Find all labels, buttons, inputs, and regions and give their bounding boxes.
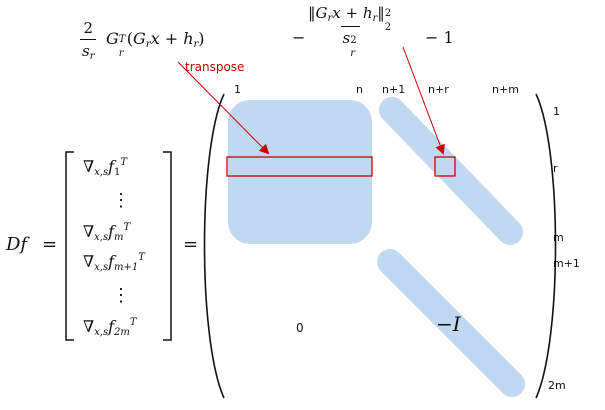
highlighted-row-r: [226, 156, 373, 177]
f-symbol: f: [108, 222, 115, 241]
right-formula-minus: −: [292, 28, 306, 47]
norm-sup: 2: [384, 8, 392, 19]
norm-den-base: s: [342, 29, 351, 47]
coef-den-sub: r: [89, 50, 95, 62]
right-formula-tail: − 1: [425, 28, 454, 47]
norm-den-sub: r: [350, 48, 356, 59]
vector-left-bracket: [65, 151, 74, 341]
coef-numerator: 2: [83, 19, 94, 37]
formula-G2: G: [133, 29, 146, 48]
vector-right-bracket: [163, 151, 172, 341]
equals-sign-left: =: [42, 234, 58, 255]
nabla-symbol: ∇: [83, 317, 95, 336]
transpose-arrow: [177, 61, 270, 155]
vector-row-fm: ∇x,sfmT: [83, 223, 130, 243]
vector-row-fm1: ∇x,sfm+1T: [83, 253, 145, 273]
formula-G-sub: r: [118, 48, 124, 59]
norm-sub: 2: [384, 22, 392, 33]
norm-mid: x + h: [332, 4, 373, 22]
formula-G-sup: T: [118, 34, 126, 45]
f-sub: m: [114, 232, 124, 243]
norm-G-sub: r: [327, 13, 333, 24]
coef-den-base: s: [82, 41, 90, 60]
equals-sign-right: =: [183, 234, 199, 255]
zero-block-label: 0: [296, 321, 304, 335]
diagonal-entry-arrow: [402, 46, 445, 155]
f-symbol: f: [108, 252, 115, 271]
jacobian-label: Df: [6, 234, 28, 255]
row-label-m: m: [553, 231, 564, 244]
matrix-left-paren: [203, 93, 225, 399]
formula-G2-sub: r: [145, 39, 151, 50]
nabla-sub: x,s: [94, 167, 109, 178]
norm-h-sub: r: [372, 13, 378, 24]
transpose-label: transpose: [185, 60, 245, 74]
transpose-sup: T: [123, 222, 131, 233]
nabla-sub: x,s: [94, 262, 109, 273]
nabla-symbol: ∇: [83, 157, 95, 176]
transpose-sup: T: [120, 157, 128, 168]
transpose-sup: T: [129, 317, 137, 328]
norm-close: ‖: [377, 4, 385, 22]
transpose-sup: T: [138, 252, 145, 263]
col-label-n-plus-r: n+r: [428, 83, 449, 96]
f-sub: 2m: [114, 327, 130, 338]
vdots-2: ⋮: [112, 285, 130, 306]
nabla-symbol: ∇: [83, 222, 95, 241]
formula-G: G: [106, 29, 119, 48]
col-label-n-plus-1: n+1: [382, 83, 406, 96]
dense-gradient-block: [228, 100, 372, 244]
f-sub: 1: [114, 167, 121, 178]
col-label-n-plus-m: n+m: [492, 83, 519, 96]
neg-identity-label: −I: [436, 312, 461, 336]
nabla-sub: x,s: [94, 327, 109, 338]
vector-row-f2m: ∇x,sf2mT: [83, 318, 137, 338]
row-label-r: r: [553, 162, 558, 175]
formula-paren-open: (: [126, 29, 134, 48]
coef-denominator: sr: [80, 38, 97, 62]
highlighted-diagonal-entry: [434, 156, 456, 177]
diagonal-band-upper: [379, 97, 523, 245]
row-label-2m: 2m: [548, 379, 566, 392]
matrix-right-paren: [535, 93, 557, 399]
col-label-1: 1: [234, 83, 241, 96]
norm-numerator: ‖Grx + hr‖ 2 2: [306, 4, 395, 33]
f-sub: m+1: [114, 262, 139, 273]
vdots-1: ⋮: [112, 190, 130, 211]
f-symbol: f: [108, 157, 115, 176]
formula-h-sub: r: [193, 39, 199, 50]
nabla-symbol: ∇: [83, 252, 95, 271]
formula-x-plus-h: x + h: [150, 29, 194, 48]
diagonal-band-lower: [377, 249, 525, 397]
f-symbol: f: [108, 317, 115, 336]
formula-paren-close: ): [198, 29, 205, 48]
norm-den-sup: 2: [350, 35, 357, 46]
vector-row-f1: ∇x,sf1T: [83, 158, 127, 178]
coef-fraction: 2 sr: [80, 19, 97, 62]
nabla-sub: x,s: [94, 232, 109, 243]
col-label-n: n: [356, 83, 363, 96]
row-label-m-plus-1: m+1: [553, 257, 580, 270]
norm-open: ‖G: [308, 4, 328, 22]
row-label-1: 1: [553, 105, 560, 118]
